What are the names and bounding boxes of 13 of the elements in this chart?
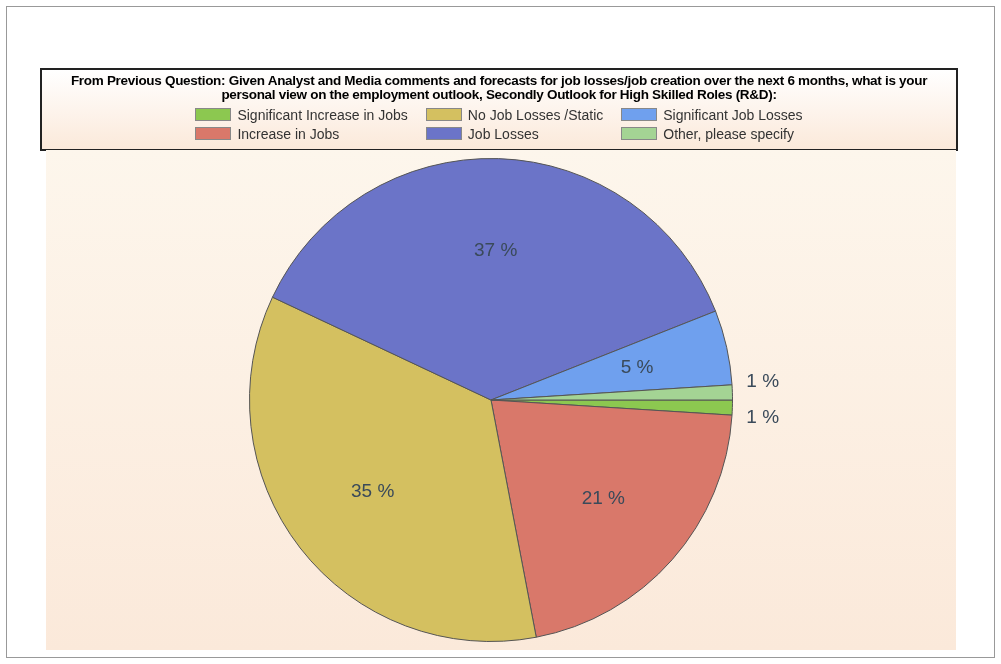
data-label: 1 % — [746, 406, 780, 428]
data-label: 21 % — [581, 487, 626, 509]
legend-label: Significant Increase in Jobs — [237, 106, 408, 123]
legend-label: No Job Losses /Static — [467, 106, 604, 123]
data-label: 5 % — [620, 355, 654, 377]
legend-label: Increase in Jobs — [237, 125, 340, 142]
legend-label: Significant Job Losses — [663, 106, 803, 123]
legend-label: Other, please specify — [663, 125, 795, 142]
data-label: 37 % — [474, 238, 518, 260]
text: From Previous Question: Given Analyst and Media comments and forecasts for job losses/job creation over the next 6 months, what is your personal view on the employment outlook, Secondly Outlook for High Skilled Roles (R&D): — [69, 73, 929, 102]
data-label: 1 % — [746, 370, 780, 392]
legend-label: Job Losses — [467, 125, 539, 142]
data-label: 35 % — [351, 480, 395, 501]
